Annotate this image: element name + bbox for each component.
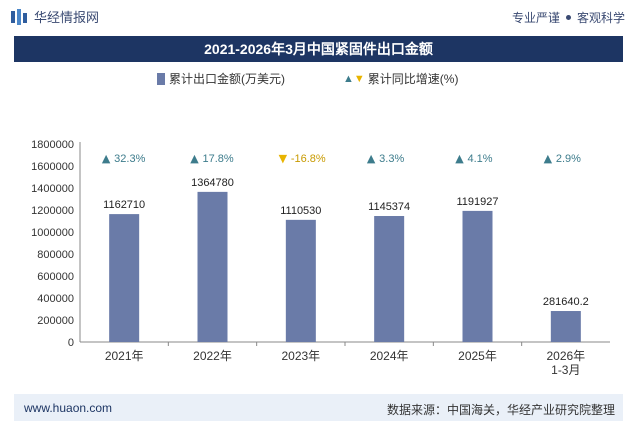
bar-value-label: 281640.2 (543, 296, 589, 308)
footer: www.huaon.com 数据来源：中国海关，华经产业研究院整理 (14, 394, 623, 421)
legend-bar-swatch-icon (157, 72, 165, 85)
legend-up-triangle-icon: ▲ (343, 72, 354, 85)
bar (374, 216, 405, 342)
top-bar: 华经情报网 专业严谨 客观科学 (0, 0, 637, 34)
growth-label: -16.8% (291, 153, 326, 165)
chart-legend: 累计出口金额(万美元) ▲ ▼ 累计同比增速(%) (0, 70, 637, 90)
y-tick-label: 1000000 (31, 227, 74, 239)
chart-title: 2021-2026年3月中国紧固件出口金额 (14, 36, 623, 62)
legend-item-growth: ▲ ▼ 累计同比增速(%) (343, 70, 458, 87)
growth-up-triangle-icon: ▲ (190, 152, 199, 165)
growth-label: 2.9% (556, 153, 581, 165)
y-tick-label: 400000 (37, 293, 74, 305)
growth-down-triangle-icon: ▼ (279, 152, 288, 165)
y-tick-label: 200000 (37, 315, 74, 327)
bar-value-label: 1162710 (103, 199, 145, 211)
brand: 华经情报网 (10, 7, 99, 26)
x-tick-label: 2022年 (193, 349, 232, 363)
y-tick-label: 0 (68, 337, 74, 349)
y-tick-label: 1800000 (31, 139, 74, 151)
bar-value-label: 1145374 (368, 201, 410, 213)
bar (462, 210, 493, 342)
y-tick-label: 1200000 (31, 205, 74, 217)
brand-name: 华经情报网 (34, 10, 100, 25)
y-tick-label: 1600000 (31, 161, 74, 173)
growth-up-triangle-icon: ▲ (367, 152, 376, 165)
bar (550, 311, 581, 342)
x-tick-label: 2026年 1-3月 (546, 349, 585, 377)
growth-label: 17.8% (203, 153, 234, 165)
y-tick-label: 600000 (37, 271, 74, 283)
growth-label: 4.1% (468, 153, 493, 165)
y-tick-label: 1400000 (31, 183, 74, 195)
bar (197, 191, 228, 342)
bar (109, 214, 140, 342)
x-tick-label: 2024年 (370, 349, 409, 363)
slogan-left: 专业严谨 (511, 11, 560, 25)
growth-label: 32.3% (114, 153, 145, 165)
footer-website-link[interactable]: www.huaon.com (24, 401, 113, 415)
growth-up-triangle-icon: ▲ (102, 152, 111, 165)
x-tick-label: 2023年 (281, 349, 320, 363)
bar-value-label: 1364780 (191, 177, 234, 189)
bar-value-label: 1110530 (280, 205, 321, 217)
growth-up-triangle-icon: ▲ (455, 152, 464, 165)
slogan: 专业严谨 客观科学 (512, 9, 625, 26)
legend-item-amount: 累计出口金额(万美元) (157, 70, 285, 87)
slogan-right: 客观科学 (576, 11, 625, 25)
growth-label: 3.3% (379, 153, 404, 165)
y-tick-label: 800000 (37, 249, 74, 261)
growth-up-triangle-icon: ▲ (544, 152, 553, 165)
legend-label-amount: 累计出口金额(万美元) (169, 72, 285, 86)
footer-source: 数据来源：中国海关，华经产业研究院整理 (386, 403, 615, 417)
slogan-dot-icon (565, 15, 571, 20)
bar (285, 219, 316, 342)
bar-value-label: 1191927 (456, 196, 498, 208)
legend-label-growth: 累计同比增速(%) (367, 72, 459, 86)
brand-logo-icon (11, 8, 27, 25)
x-tick-label: 2021年 (105, 349, 144, 363)
x-tick-label: 2025年 (458, 349, 497, 363)
legend-down-triangle-icon: ▼ (353, 72, 365, 85)
